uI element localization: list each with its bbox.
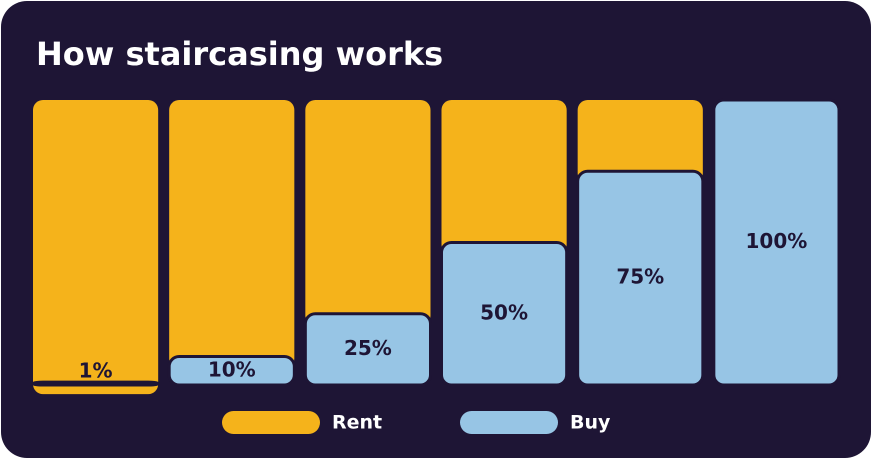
buy-bar [576,169,705,387]
buy-bar [167,355,296,387]
rent-bar [441,100,567,255]
rent-bar [33,100,159,395]
buy-bar [303,312,433,387]
rent-bar [577,100,703,184]
value-label: 25% [344,336,392,360]
value-label: 1% [79,359,113,383]
value-label: 50% [480,300,528,324]
rent-bar [169,100,295,369]
legend-swatch [460,411,558,434]
legend-swatch [222,411,320,434]
rent-bar [305,100,431,326]
buy-bar [31,380,160,387]
chart-title: How staircasing works [36,35,443,73]
legend-label: Buy [570,412,611,434]
buy-bar [712,98,841,387]
buy-bar [440,241,569,387]
value-label: 10% [208,357,256,381]
value-label: 75% [616,265,664,289]
legend-label: Rent [332,412,382,434]
value-label: 100% [746,229,808,253]
